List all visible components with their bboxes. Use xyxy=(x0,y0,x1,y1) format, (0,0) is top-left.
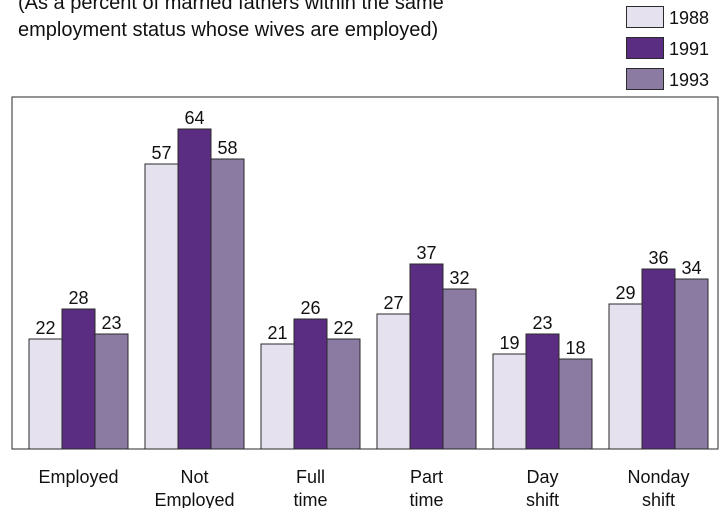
bar-1993-1 xyxy=(210,158,245,450)
bar-1991-2 xyxy=(293,318,328,450)
data-label-1991-3: 37 xyxy=(416,243,436,263)
data-label-1988-5: 29 xyxy=(615,283,635,303)
category-label-line: Employed xyxy=(38,467,118,487)
legend-swatch xyxy=(626,37,664,59)
data-label-1993-1: 58 xyxy=(217,138,237,158)
bar-1988-2 xyxy=(260,343,295,450)
chart-subtitle: (As a percent of married fathers within … xyxy=(18,0,444,41)
category-label-line: Part xyxy=(410,467,443,487)
data-label-1993-2: 22 xyxy=(333,318,353,338)
bar-1993-0 xyxy=(94,333,129,450)
category-label-line: Not xyxy=(180,467,208,487)
bar-1991-3 xyxy=(409,263,444,450)
category-label-0: Employed xyxy=(38,467,118,487)
category-label-4: Day shift xyxy=(526,467,559,508)
data-label-1988-2: 21 xyxy=(267,323,287,343)
category-label-2: Full time xyxy=(293,467,327,508)
bar-1991-1 xyxy=(177,128,212,450)
bar-1993-2 xyxy=(326,338,361,450)
legend-item-1991: 1991 xyxy=(626,37,727,65)
data-label-1991-1: 64 xyxy=(184,108,204,128)
bar-1988-4 xyxy=(492,353,527,450)
category-label-line: Employed xyxy=(154,490,234,508)
data-label-1988-3: 27 xyxy=(383,293,403,313)
bar-1991-4 xyxy=(525,333,560,450)
bar-1993-3 xyxy=(442,288,477,450)
category-label-1: Not Employed xyxy=(154,467,234,508)
legend-label: 1988 xyxy=(669,8,710,28)
category-label-line: Full xyxy=(296,467,325,487)
bar-1993-4 xyxy=(558,358,593,450)
bar-1988-1 xyxy=(144,163,179,450)
category-label-line: shift xyxy=(526,490,559,508)
legend-label: 1991 xyxy=(669,39,710,59)
legend-swatch xyxy=(626,68,664,90)
category-label-line: time xyxy=(409,490,443,508)
category-label-line: shift xyxy=(642,490,675,508)
data-label-1991-0: 28 xyxy=(68,288,88,308)
legend-item-1988: 1988 xyxy=(626,6,727,34)
category-label-line: Day xyxy=(526,467,558,487)
bar-1988-5 xyxy=(608,303,643,450)
bar-1991-5 xyxy=(641,268,676,450)
bar-1988-0 xyxy=(28,338,63,450)
data-label-1991-5: 36 xyxy=(648,248,668,268)
data-label-1993-4: 18 xyxy=(565,338,585,358)
bar-1988-3 xyxy=(376,313,411,450)
category-label-line: time xyxy=(293,490,327,508)
data-label-1993-0: 23 xyxy=(101,313,121,333)
data-label-1993-5: 34 xyxy=(681,258,701,278)
data-label-1988-4: 19 xyxy=(499,333,519,353)
data-label-1991-2: 26 xyxy=(300,298,320,318)
data-label-1991-4: 23 xyxy=(532,313,552,333)
legend-item-1993: 1993 xyxy=(626,68,727,96)
bar-1991-0 xyxy=(61,308,96,450)
category-label-3: Part time xyxy=(409,467,443,508)
plot-frame xyxy=(11,96,719,450)
category-label-line: Nonday xyxy=(627,467,689,487)
data-label-1988-0: 22 xyxy=(35,318,55,338)
legend-label: 1993 xyxy=(669,70,710,90)
legend-swatch xyxy=(626,6,664,28)
bar-1993-5 xyxy=(674,278,709,450)
category-label-5: Nonday shift xyxy=(627,467,689,508)
data-label-1988-1: 57 xyxy=(151,143,171,163)
data-label-1993-3: 32 xyxy=(449,268,469,288)
